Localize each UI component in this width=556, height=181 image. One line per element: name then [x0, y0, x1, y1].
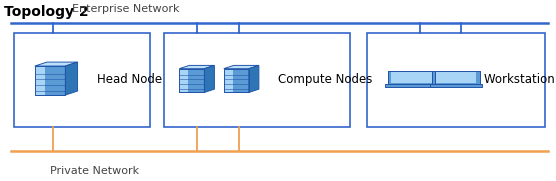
Polygon shape — [224, 65, 259, 69]
Bar — [179, 69, 188, 92]
Text: Private Network: Private Network — [50, 166, 139, 176]
Bar — [430, 84, 482, 87]
Bar — [385, 84, 438, 87]
Text: Workstation Nodes: Workstation Nodes — [484, 73, 556, 86]
Polygon shape — [205, 65, 215, 92]
Polygon shape — [34, 62, 78, 66]
Bar — [433, 71, 479, 84]
Bar — [164, 33, 350, 127]
Bar — [435, 72, 476, 83]
Bar — [14, 33, 150, 127]
Bar — [34, 66, 46, 95]
Bar — [34, 66, 66, 95]
Bar — [388, 71, 435, 84]
Text: Topology 2: Topology 2 — [4, 5, 89, 19]
Bar — [179, 69, 205, 92]
Text: Head Node: Head Node — [97, 73, 162, 86]
Bar — [179, 69, 205, 92]
Polygon shape — [66, 62, 78, 95]
Bar — [224, 69, 232, 92]
Bar — [224, 69, 249, 92]
Bar — [34, 66, 66, 95]
Bar — [367, 33, 545, 127]
Polygon shape — [249, 65, 259, 92]
Text: Compute Nodes: Compute Nodes — [278, 73, 373, 86]
Bar — [388, 71, 435, 84]
Bar — [433, 71, 479, 84]
Bar — [391, 72, 432, 83]
Bar — [224, 69, 249, 92]
Polygon shape — [179, 65, 215, 69]
Text: Enterprise Network: Enterprise Network — [72, 4, 180, 14]
